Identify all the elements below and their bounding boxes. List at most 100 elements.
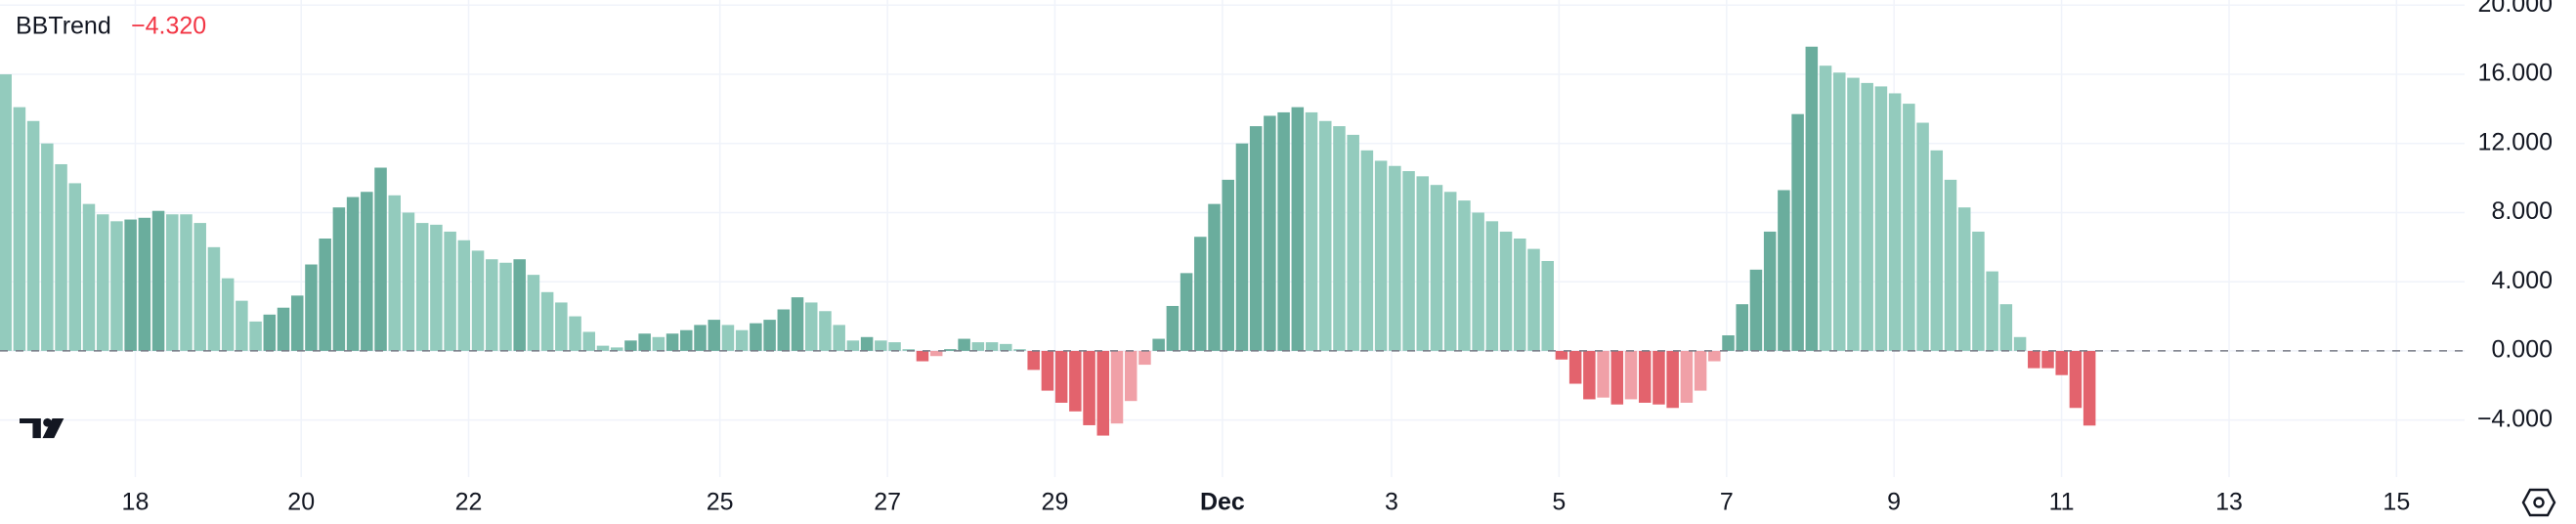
bar [527, 275, 540, 351]
x-tick-label: 22 [455, 489, 483, 516]
bar [499, 262, 512, 351]
bar [1443, 192, 1457, 351]
indicator-value: −4.320 [131, 13, 206, 40]
bar [1472, 212, 1484, 351]
bar [1791, 113, 1804, 351]
bar [1000, 343, 1012, 351]
bar [1568, 350, 1582, 384]
bar [1124, 350, 1138, 402]
y-tick-label: −4.000 [2477, 405, 2553, 432]
x-tick-label: 29 [1042, 489, 1069, 516]
bar [1402, 171, 1415, 351]
tradingview-logo[interactable] [20, 417, 64, 439]
bar [944, 349, 957, 351]
bar [1264, 115, 1276, 351]
bar [486, 259, 498, 351]
bar [582, 331, 596, 351]
bar [1916, 122, 1929, 351]
bar [1096, 350, 1110, 436]
bar [263, 314, 277, 351]
bar [1694, 350, 1707, 391]
bar [694, 325, 707, 351]
x-tick-label: 5 [1552, 489, 1566, 516]
bar [958, 338, 970, 351]
settings-button[interactable] [2521, 488, 2556, 517]
bar [1249, 126, 1263, 351]
y-tick-label: 12.000 [2478, 128, 2553, 155]
bar [596, 345, 610, 351]
bar [680, 329, 693, 351]
bar [1208, 203, 1221, 351]
x-tick-label: Dec [1200, 489, 1245, 516]
bar [96, 214, 109, 351]
bar [1110, 350, 1124, 424]
bar [1430, 185, 1443, 351]
bar [1944, 179, 1957, 351]
bar [1166, 305, 1180, 351]
bar [1763, 231, 1777, 351]
bar [1499, 231, 1513, 351]
bar [166, 214, 179, 351]
bar [2069, 350, 2082, 409]
bar [1624, 350, 1638, 400]
x-tick-label: 15 [2383, 489, 2410, 516]
bar [1986, 271, 1998, 351]
bar [2082, 350, 2096, 426]
bar [833, 325, 845, 351]
bar [193, 223, 206, 351]
x-tick-label: 20 [287, 489, 315, 516]
bar [1138, 350, 1151, 366]
bar [1972, 231, 1985, 351]
bar [361, 192, 373, 351]
bar [763, 320, 776, 351]
bar [1041, 350, 1054, 391]
bar [1514, 239, 1526, 351]
bar [471, 250, 485, 351]
bar [2055, 350, 2068, 375]
bar [1555, 350, 1568, 360]
bar [236, 300, 248, 351]
bar [555, 302, 568, 351]
bar [888, 342, 901, 351]
bar [1222, 179, 1234, 351]
bar [1888, 93, 1902, 351]
bar [249, 321, 262, 351]
bar [1485, 221, 1499, 351]
bar [82, 203, 96, 351]
bar [207, 246, 221, 351]
bar [180, 214, 193, 351]
bar [1778, 190, 1790, 351]
x-tick-label: 13 [2215, 489, 2243, 516]
bar [110, 221, 123, 351]
x-tick-label: 7 [1720, 489, 1734, 516]
bar [221, 278, 235, 351]
bar [1416, 176, 1430, 351]
y-tick-label: 0.000 [2491, 336, 2553, 364]
bar [138, 217, 151, 351]
bar [1541, 260, 1554, 351]
bar [1180, 273, 1193, 351]
bar [1458, 200, 1471, 351]
bar [1638, 350, 1652, 403]
bar [1013, 349, 1026, 351]
x-tick-label: 18 [122, 489, 150, 516]
x-tick-label: 27 [874, 489, 901, 516]
bar [13, 107, 26, 351]
bar [902, 349, 916, 351]
bar [332, 207, 346, 351]
bar [402, 212, 415, 351]
bar [819, 311, 832, 351]
bar [388, 195, 402, 351]
y-tick-label: 16.000 [2478, 60, 2553, 87]
x-tick-label: 11 [2049, 489, 2075, 516]
bar [569, 316, 581, 351]
bar [1999, 304, 2013, 351]
bar [319, 239, 331, 351]
bar [610, 347, 623, 351]
bar [1653, 350, 1665, 405]
bar [1722, 335, 1735, 351]
bar [665, 333, 679, 351]
bar [68, 183, 82, 351]
